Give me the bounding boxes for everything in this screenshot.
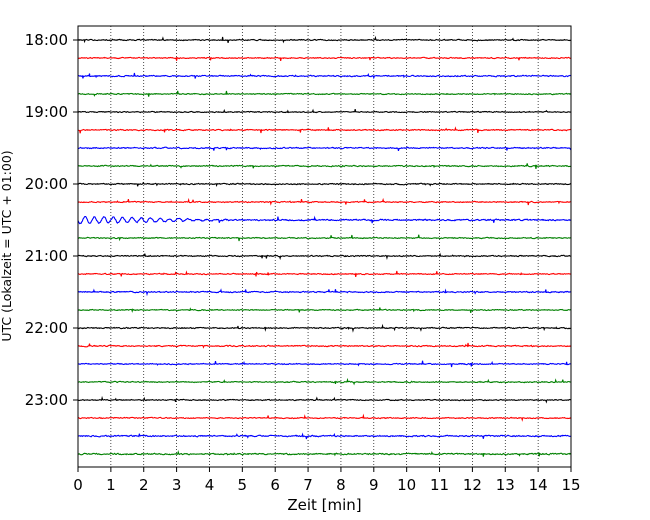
y-tick-label: 22:00: [25, 319, 68, 337]
trace-2215: [77, 342, 572, 349]
x-tick-label: 1: [106, 476, 116, 494]
trace-1815: [77, 56, 572, 62]
x-tick-label: 6: [270, 476, 280, 494]
x-tick-label: 2: [139, 476, 149, 494]
x-tick-label: 12: [463, 476, 482, 494]
trace-2230: [77, 360, 572, 368]
x-tick-label: 0: [73, 476, 83, 494]
y-tick-label: 19:00: [25, 103, 68, 121]
x-tick-label: 7: [303, 476, 313, 494]
x-tick-label: 3: [172, 476, 182, 494]
x-tick-label: 11: [430, 476, 449, 494]
trace-2000: [77, 181, 572, 187]
trace-2030: [77, 215, 572, 225]
trace-2100: [77, 252, 572, 261]
trace-2115: [77, 270, 572, 278]
y-tick-label: 18:00: [25, 31, 68, 49]
trace-1800: [77, 35, 572, 44]
trace-1900: [77, 108, 572, 114]
trace-1845: [77, 90, 572, 97]
traces: [77, 35, 572, 457]
x-tick-label: 13: [496, 476, 515, 494]
trace-2045: [77, 234, 572, 242]
x-tick-label: 4: [205, 476, 215, 494]
trace-1915: [77, 126, 572, 134]
trace-2200: [77, 323, 572, 333]
trace-2245: [77, 377, 572, 386]
x-tick-label: 15: [561, 476, 580, 494]
y-tick-label: 20:00: [25, 175, 68, 193]
x-tick-label: 8: [336, 476, 346, 494]
trace-2345: [77, 450, 572, 457]
y-axis-ticks: 18:00 19:00 20:00 21:00 22:00 23:00: [25, 31, 78, 409]
y-tick-label: 21:00: [25, 247, 68, 265]
trace-1945: [77, 163, 572, 169]
plot-frame: [77, 25, 572, 468]
x-tick-label: 5: [238, 476, 248, 494]
trace-2300: [77, 395, 572, 404]
x-tick-label: 9: [369, 476, 379, 494]
trace-2315: [77, 413, 572, 422]
x-axis-ticks: 0 1 2 3 4 5 6 7 8 9 10 11 12 13 14 15: [73, 467, 581, 494]
trace-1830: [77, 72, 572, 80]
x-axis-label: Zeit [min]: [287, 496, 361, 514]
y-tick-label: 23:00: [25, 391, 68, 409]
x-tick-label: 10: [397, 476, 416, 494]
x-tick-label: 14: [529, 476, 548, 494]
trace-2130: [77, 288, 572, 297]
trace-2330: [77, 432, 572, 440]
y-axis-label: UTC (Lokalzeit = UTC + 01:00): [0, 150, 14, 341]
trace-1930: [77, 146, 572, 152]
trace-2015: [77, 197, 572, 206]
trace-2145: [77, 307, 572, 314]
